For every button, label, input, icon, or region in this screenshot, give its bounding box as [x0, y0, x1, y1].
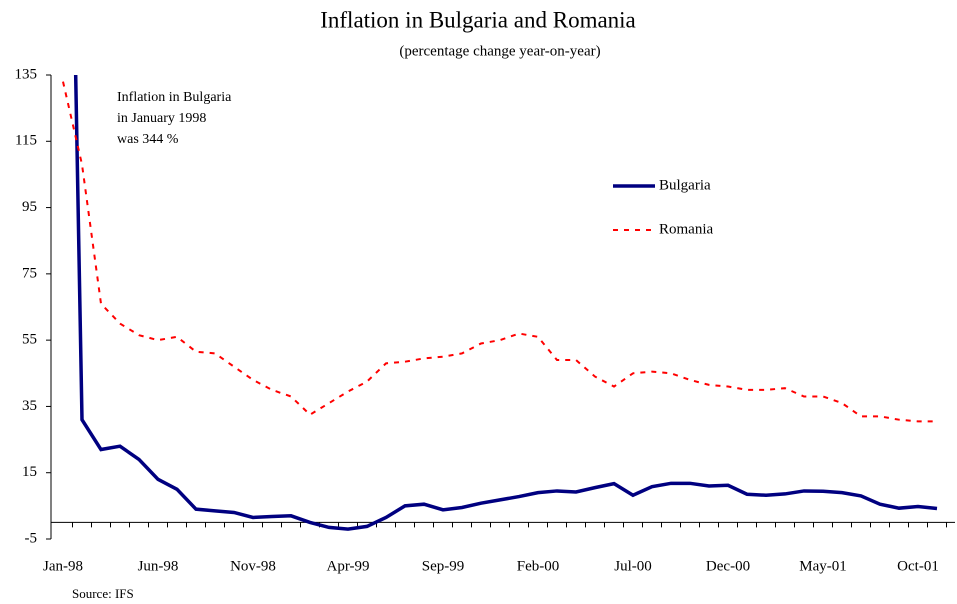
y-tick-label: 135: [15, 66, 38, 82]
y-tick-label: 15: [22, 464, 37, 480]
x-tick-label: Nov-98: [230, 558, 276, 574]
x-tick-label: Jul-00: [614, 558, 652, 574]
y-tick-label: 75: [22, 265, 37, 281]
y-tick-label: 115: [15, 133, 37, 149]
x-tick-label: Jan-98: [43, 558, 83, 574]
y-tick-label: 55: [22, 332, 37, 348]
x-tick-label: Oct-01: [897, 558, 939, 574]
chart-subtitle: (percentage change year-on-year): [399, 43, 600, 59]
annotation: Inflation in Bulgaria: [117, 90, 232, 105]
chart-title: Inflation in Bulgaria and Romania: [320, 7, 636, 32]
x-tick-label: Sep-99: [422, 558, 465, 574]
y-tick-label: -5: [25, 530, 38, 546]
x-tick-label: Feb-00: [517, 558, 560, 574]
y-tick-label: 95: [22, 199, 37, 215]
legend-label: Bulgaria: [659, 177, 711, 193]
annotation: was 344 %: [117, 132, 179, 147]
line-series: [73, 75, 938, 531]
x-tick-label: Jun-98: [138, 558, 179, 574]
x-tick-label: May-01: [799, 558, 847, 574]
y-tick-label: 35: [22, 398, 37, 414]
legend-label: Romania: [659, 221, 713, 237]
x-tick-label: Dec-00: [706, 558, 750, 574]
annotation: in January 1998: [117, 111, 206, 126]
source: Source: IFS: [72, 586, 134, 601]
line-series: [62, 81, 937, 423]
x-tick-label: Apr-99: [326, 558, 369, 574]
